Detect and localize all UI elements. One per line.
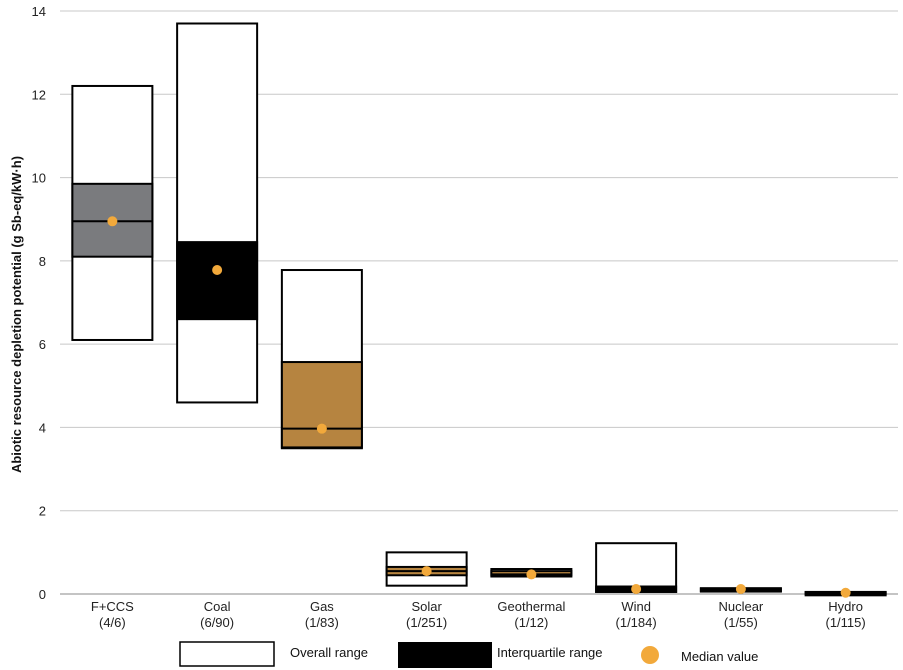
overall-range-box: [595, 542, 678, 593]
category-count-label: (1/83): [305, 615, 339, 630]
y-axis-title: Abiotic resource depletion potential (g …: [9, 156, 24, 473]
category-count-label: (1/184): [616, 615, 657, 630]
legend-iqr-swatch: [398, 642, 492, 668]
box-wind: [595, 542, 678, 595]
median-point: [212, 265, 223, 276]
category-label: Solar: [411, 599, 442, 614]
median-point: [107, 216, 118, 227]
y-tick-label: 10: [32, 171, 46, 186]
interquartile-box: [176, 241, 259, 321]
legend-median-swatch: [641, 646, 659, 664]
legend-iqr-label: Interquartile range: [497, 645, 603, 660]
box-gas: [280, 269, 363, 450]
median-point: [735, 584, 746, 595]
legend-overall-swatch: [179, 641, 275, 667]
x-axis-labels: F+CCS(4/6) Coal(6/90) Gas(1/83) Solar(1/251…: [91, 599, 866, 630]
legend-overall-label: Overall range: [290, 645, 368, 660]
category-count-label: (1/55): [724, 615, 758, 630]
category-label: Nuclear: [718, 599, 763, 614]
median-point: [631, 584, 642, 595]
box-hydro: [804, 587, 887, 598]
category-count-label: (6/90): [200, 615, 234, 630]
interquartile-box: [280, 361, 363, 449]
y-tick-label: 6: [39, 337, 46, 352]
y-tick-label: 14: [32, 4, 46, 19]
category-label: Geothermal: [497, 599, 565, 614]
category-label: Gas: [310, 599, 334, 614]
category-count-label: (1/12): [514, 615, 548, 630]
category-count-label: (4/6): [99, 615, 126, 630]
box-nuclear: [699, 584, 782, 595]
median-point: [316, 423, 327, 434]
boxes: [71, 22, 887, 598]
category-count-label: (1/251): [406, 615, 447, 630]
y-tick-label: 8: [39, 254, 46, 269]
category-count-label: (1/115): [826, 615, 866, 630]
median-point: [526, 569, 537, 580]
y-tick-label: 0: [39, 587, 46, 602]
y-tick-label: 12: [32, 87, 46, 102]
y-tick-label: 2: [39, 504, 46, 519]
box-f-ccs: [71, 84, 154, 341]
box-geothermal: [490, 568, 573, 580]
legend: Overall range Interquartile range Median v…: [179, 641, 758, 668]
category-label: Wind: [621, 599, 651, 614]
y-axis-ticks: 0 2 4 6 8 10 12 14: [32, 4, 46, 602]
median-point: [840, 587, 851, 598]
overall-range-box: [176, 22, 259, 404]
category-label: F+CCS: [91, 599, 134, 614]
category-label: Hydro: [828, 599, 863, 614]
legend-median-label: Median value: [681, 649, 758, 664]
box-solar: [385, 551, 468, 587]
category-label: Coal: [204, 599, 231, 614]
median-point: [421, 566, 432, 577]
box-coal: [176, 22, 259, 404]
y-tick-label: 4: [39, 420, 46, 435]
